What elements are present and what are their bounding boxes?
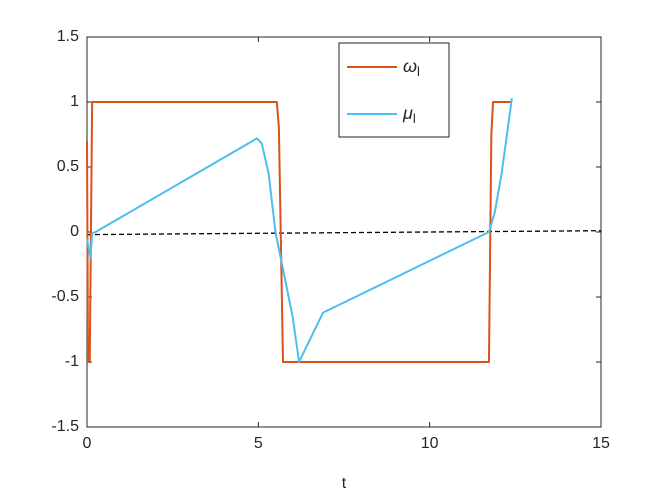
data-line: [86, 97, 513, 363]
y-tick-label: 0.5: [57, 158, 79, 175]
y-tick-label: 0: [70, 223, 79, 240]
x-axis-label: t: [342, 475, 347, 492]
x-tick-label: 0: [83, 435, 92, 452]
reference-line: [86, 230, 602, 236]
y-tick-label: -1: [65, 353, 79, 370]
data-line: [86, 101, 512, 363]
y-tick-label: -1.5: [51, 418, 79, 435]
x-tick-label: 5: [254, 435, 263, 452]
legend-label: ωl: [403, 56, 420, 80]
legend-box: [338, 42, 450, 138]
y-tick-label: 1: [70, 93, 79, 110]
y-tick-label: 1.5: [57, 28, 79, 45]
y-tick-label: -0.5: [51, 288, 79, 305]
x-tick-label: 10: [421, 435, 439, 452]
legend-label: μl: [402, 103, 416, 127]
x-tick-label: 15: [592, 435, 610, 452]
